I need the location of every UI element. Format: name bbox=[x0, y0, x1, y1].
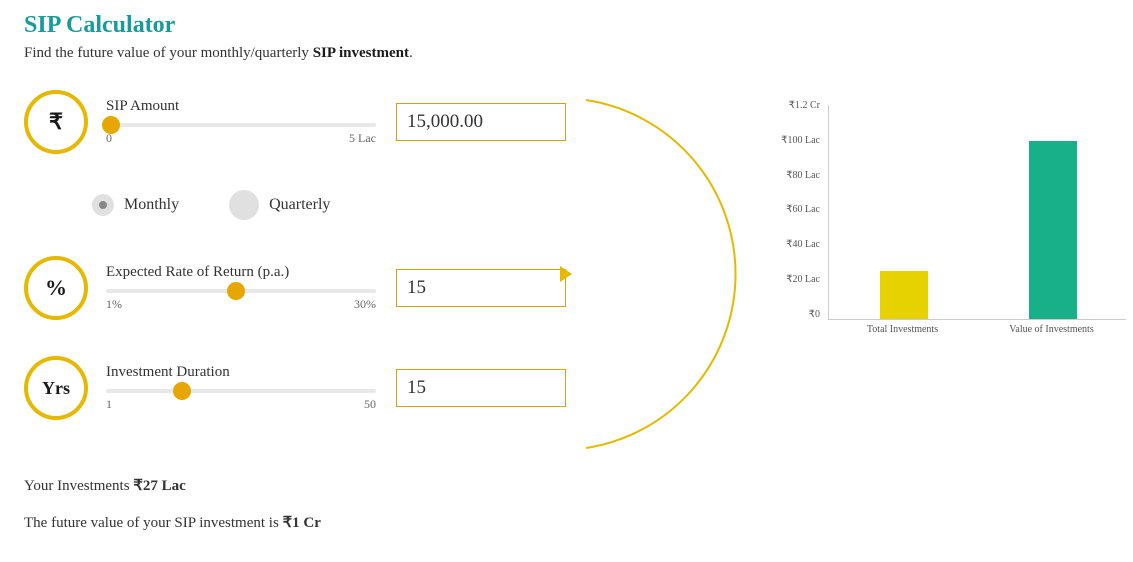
arc-divider bbox=[566, 90, 746, 450]
x-label: Total Investments bbox=[828, 324, 977, 350]
sip-amount-range: 0 5 Lac bbox=[106, 131, 376, 146]
duration-thumb[interactable] bbox=[173, 382, 191, 400]
duration-slider-area: Investment Duration 1 50 bbox=[106, 364, 376, 412]
results-investments-value: ₹27 Lac bbox=[133, 478, 185, 494]
y-tick: ₹1.2 Cr bbox=[766, 100, 826, 111]
sip-amount-block: ₹ SIP Amount 0 5 Lac bbox=[24, 90, 566, 154]
duration-slider[interactable] bbox=[106, 389, 376, 393]
duration-min: 1 bbox=[106, 397, 112, 412]
rate-label: Expected Rate of Return (p.a.) bbox=[106, 264, 376, 281]
chart-bar bbox=[1029, 141, 1077, 319]
years-icon: Yrs bbox=[24, 356, 88, 420]
sip-amount-slider[interactable] bbox=[106, 123, 376, 127]
frequency-monthly-label: Monthly bbox=[124, 196, 179, 214]
chart-plot bbox=[828, 105, 1126, 320]
y-tick: ₹80 Lac bbox=[766, 170, 826, 181]
y-tick: ₹40 Lac bbox=[766, 239, 826, 250]
arc-icon bbox=[566, 90, 746, 450]
y-tick: ₹60 Lac bbox=[766, 204, 826, 215]
results-investments: Your Investments ₹27 Lac bbox=[24, 476, 1109, 495]
duration-label: Investment Duration bbox=[106, 364, 376, 381]
results-future-value: ₹1 Cr bbox=[283, 515, 321, 531]
x-label: Value of Investments bbox=[977, 324, 1126, 350]
subtitle-prefix: Find the future value of your monthly/qu… bbox=[24, 45, 313, 61]
rupee-icon: ₹ bbox=[24, 90, 88, 154]
y-tick: ₹0 bbox=[766, 309, 826, 320]
rate-slider-area: Expected Rate of Return (p.a.) 1% 30% bbox=[106, 264, 376, 312]
subtitle-bold: SIP investment bbox=[313, 45, 409, 61]
sip-amount-slider-area: SIP Amount 0 5 Lac bbox=[106, 98, 376, 146]
frequency-quarterly-label: Quarterly bbox=[269, 196, 330, 214]
results-future-label: The future value of your SIP investment … bbox=[24, 515, 283, 531]
frequency-monthly[interactable]: Monthly bbox=[92, 194, 179, 216]
rate-max: 30% bbox=[354, 297, 376, 312]
chart-x-labels: Total InvestmentsValue of Investments bbox=[828, 324, 1126, 350]
y-tick: ₹100 Lac bbox=[766, 135, 826, 146]
sip-amount-max: 5 Lac bbox=[349, 131, 376, 146]
duration-block: Yrs Investment Duration 1 50 bbox=[24, 356, 566, 420]
rate-range: 1% 30% bbox=[106, 297, 376, 312]
rate-min: 1% bbox=[106, 297, 122, 312]
y-tick: ₹20 Lac bbox=[766, 274, 826, 285]
sip-amount-thumb[interactable] bbox=[102, 116, 120, 134]
main-row: ₹ SIP Amount 0 5 Lac Monthly Quar bbox=[24, 90, 1109, 450]
results-future: The future value of your SIP investment … bbox=[24, 513, 1109, 532]
radio-icon bbox=[92, 194, 114, 216]
frequency-row: Monthly Quarterly bbox=[92, 190, 566, 220]
chart-column: ₹1.2 Cr ₹100 Lac ₹80 Lac ₹60 Lac ₹40 Lac ₹20 … bbox=[746, 90, 1126, 350]
rate-thumb[interactable] bbox=[227, 282, 245, 300]
radio-icon bbox=[229, 190, 259, 220]
frequency-quarterly[interactable]: Quarterly bbox=[229, 190, 330, 220]
arrow-icon bbox=[560, 266, 572, 282]
duration-input[interactable] bbox=[396, 369, 566, 407]
rate-input[interactable] bbox=[396, 269, 566, 307]
sip-amount-label: SIP Amount bbox=[106, 98, 376, 115]
page-subtitle: Find the future value of your monthly/qu… bbox=[24, 45, 1109, 62]
page-title: SIP Calculator bbox=[24, 12, 1109, 39]
duration-range: 1 50 bbox=[106, 397, 376, 412]
results-section: Your Investments ₹27 Lac The future valu… bbox=[24, 476, 1109, 532]
chart-y-axis: ₹1.2 Cr ₹100 Lac ₹80 Lac ₹60 Lac ₹40 Lac ₹20 … bbox=[766, 100, 826, 320]
sip-amount-input[interactable] bbox=[396, 103, 566, 141]
duration-max: 50 bbox=[364, 397, 376, 412]
subtitle-suffix: . bbox=[409, 45, 413, 61]
controls-column: ₹ SIP Amount 0 5 Lac Monthly Quar bbox=[24, 90, 566, 430]
rate-block: % Expected Rate of Return (p.a.) 1% 30% bbox=[24, 256, 566, 320]
chart-bar bbox=[880, 271, 928, 319]
percent-icon: % bbox=[24, 256, 88, 320]
results-investments-label: Your Investments bbox=[24, 478, 133, 494]
result-chart: ₹1.2 Cr ₹100 Lac ₹80 Lac ₹60 Lac ₹40 Lac ₹20 … bbox=[766, 100, 1126, 350]
rate-slider[interactable] bbox=[106, 289, 376, 293]
